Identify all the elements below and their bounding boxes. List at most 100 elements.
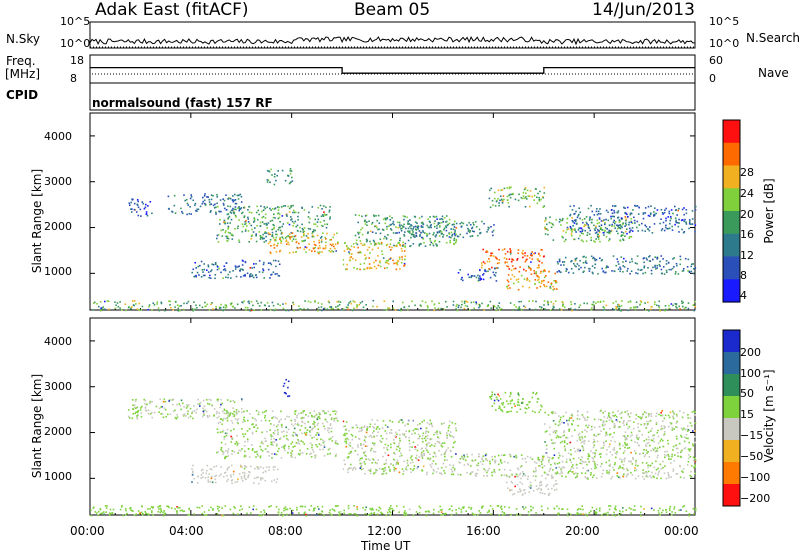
velocity-cell (346, 437, 348, 440)
power-cell (343, 250, 346, 252)
velocity-cell (329, 413, 332, 416)
velocity-cell (345, 421, 348, 423)
power-cell (678, 207, 680, 210)
power-cell (599, 257, 601, 259)
velocity-cell (317, 432, 320, 434)
power-cell (518, 270, 521, 273)
velocity-cell (572, 457, 575, 460)
power-cell (429, 240, 432, 242)
velocity-cell (436, 431, 438, 433)
velocity-cell (179, 404, 182, 407)
velocity-cell (511, 473, 513, 476)
velocity-cell (332, 410, 334, 413)
velocity-cell (211, 481, 214, 484)
power-cell (641, 269, 643, 271)
velocity-cell (559, 436, 562, 439)
power-cell (415, 229, 418, 231)
power-cell (308, 249, 311, 251)
velocity-cell (553, 454, 556, 456)
power-cell (325, 213, 328, 216)
power-cell (536, 287, 538, 289)
velocity-cell (540, 489, 543, 491)
power-cell (462, 222, 465, 225)
velocity-cell (458, 507, 460, 510)
velocity-cell (227, 448, 230, 450)
velocity-cell (501, 511, 504, 513)
power-cell (353, 301, 356, 303)
power-cell (622, 265, 624, 267)
power-cell (573, 238, 576, 241)
velocity-cell (528, 491, 531, 493)
power-cell (399, 268, 401, 270)
power-cell (649, 226, 651, 228)
power-cell (524, 197, 526, 199)
power-cell (418, 243, 421, 246)
velocity-cell (216, 451, 218, 454)
power-cell (348, 259, 351, 261)
velocity-cell (373, 450, 375, 453)
power-cell (210, 303, 212, 306)
velocity-cell (655, 412, 658, 415)
power-cell (685, 223, 688, 225)
power-cell (591, 271, 594, 274)
velocity-cell (662, 466, 664, 469)
power-cell (428, 232, 431, 235)
power-cell (501, 202, 504, 204)
velocity-cell (230, 476, 232, 478)
velocity-cell (572, 419, 575, 422)
power-cell (581, 219, 584, 221)
velocity-cell (640, 514, 642, 517)
power-cell (687, 307, 690, 310)
velocity-cell (373, 512, 375, 515)
power-cell (269, 220, 272, 222)
velocity-cell (414, 428, 416, 430)
power-cell (605, 304, 608, 307)
velocity-cell (274, 429, 276, 432)
power-cell (533, 194, 536, 197)
power-cell (187, 204, 189, 206)
velocity-cell (220, 449, 222, 451)
power-cell (519, 266, 521, 268)
power-cell (375, 215, 377, 217)
velocity-cell (560, 471, 563, 473)
velocity-cell (613, 463, 616, 466)
power-cell (227, 205, 229, 207)
velocity-cell (160, 510, 163, 513)
power-cell (475, 276, 478, 279)
velocity-cell (344, 463, 346, 466)
power-cell (508, 186, 511, 189)
velocity-cell (486, 474, 488, 477)
power-cell (445, 220, 448, 223)
velocity-cell (292, 446, 294, 448)
power-cell (240, 207, 243, 209)
power-cell (574, 308, 576, 311)
velocity-cell (335, 440, 337, 442)
power-cell (610, 229, 613, 232)
power-cell (539, 285, 542, 288)
power-cell (240, 201, 243, 203)
power-cell (219, 307, 222, 309)
velocity-cell (686, 430, 689, 432)
power-cell (663, 273, 666, 275)
power-cell (528, 286, 531, 289)
power-cell (430, 226, 432, 229)
velocity-cell (547, 473, 550, 476)
velocity-cell (327, 427, 329, 429)
velocity-cell (509, 402, 512, 405)
power-cell (320, 306, 323, 308)
power-cell (209, 211, 212, 213)
power-cell (686, 266, 689, 268)
velocity-cell (443, 459, 446, 461)
power-cell (239, 193, 242, 196)
power-cell (424, 245, 427, 247)
power-cell (552, 239, 555, 241)
power-cell (277, 303, 279, 305)
power-cell (381, 253, 384, 256)
power-cell (267, 242, 270, 245)
power-cell (212, 263, 215, 266)
power-cell (359, 240, 362, 242)
power-cell (569, 213, 572, 216)
velocity-cell (609, 427, 611, 430)
power-cell (218, 210, 220, 213)
power-cell (404, 258, 406, 261)
